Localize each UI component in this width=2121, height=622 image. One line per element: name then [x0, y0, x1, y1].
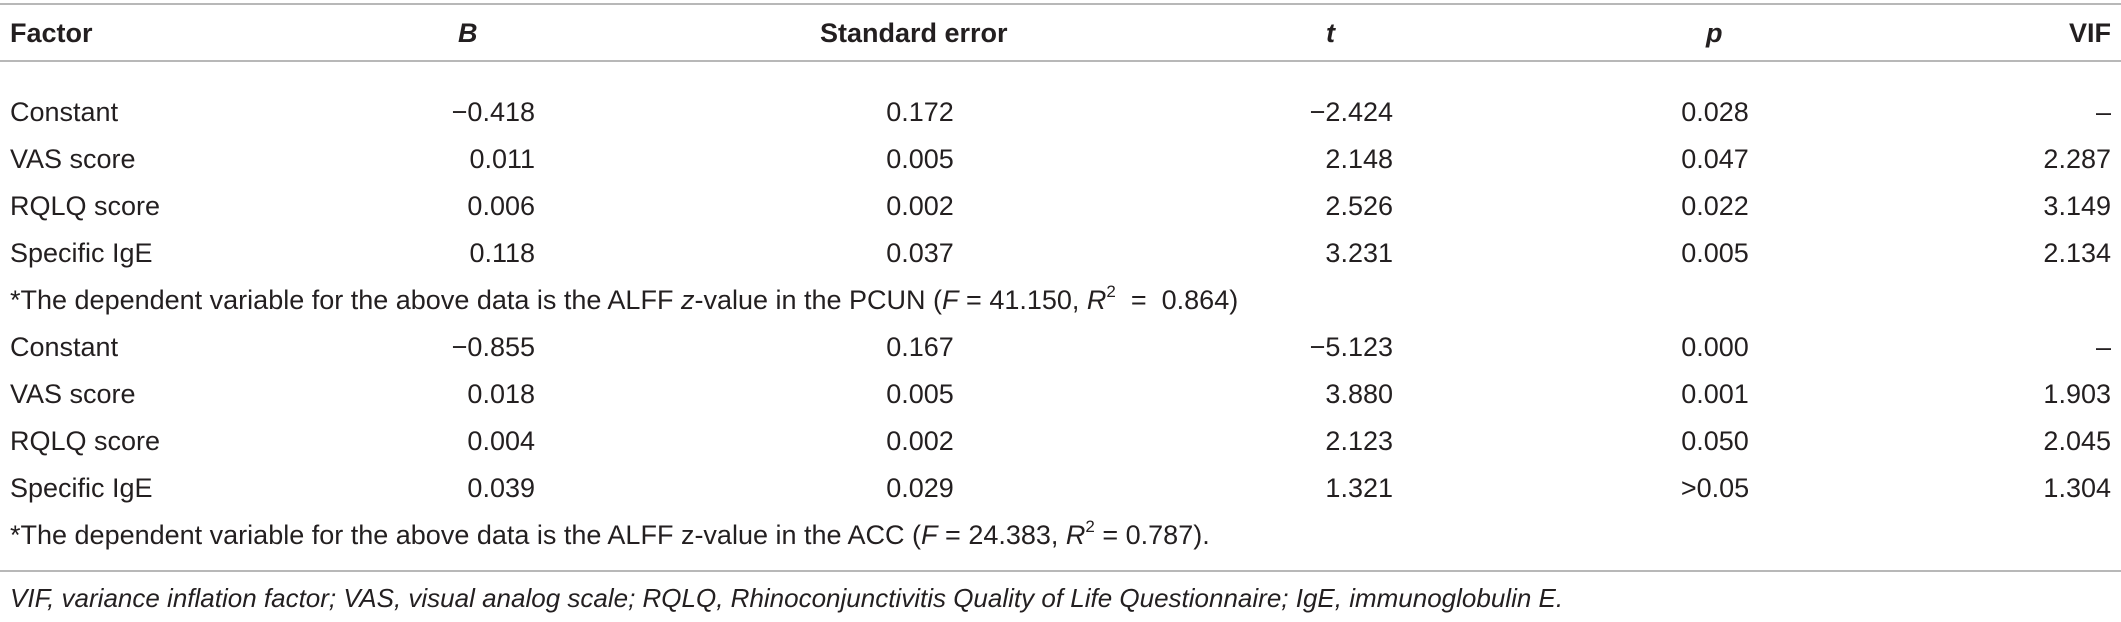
header-b: B: [458, 18, 478, 48]
header-p: p: [1706, 18, 1723, 48]
cell-b: 0.018: [467, 379, 535, 409]
cell-standard-error: 0.002: [886, 191, 954, 221]
cell-factor: Constant: [10, 97, 119, 127]
cell-factor: VAS score: [10, 144, 136, 174]
cell-b: 0.011: [469, 144, 535, 174]
cell-b: 0.006: [467, 191, 535, 221]
table-footnote: VIF, variance inflation factor; VAS, vis…: [10, 583, 1564, 613]
cell-b: 0.118: [469, 238, 535, 268]
top-rule: [0, 3, 2121, 5]
note-1-mid: -value in the PCUN (: [694, 285, 943, 315]
note-1-f-label: F: [942, 285, 959, 315]
note-1-z: z: [680, 285, 695, 315]
note-2-r-label: R: [1065, 520, 1086, 550]
note-2-r-sup: 2: [1085, 517, 1095, 536]
note-2-r-value: = 0.787).: [1094, 520, 1210, 550]
cell-standard-error: 0.005: [886, 144, 954, 174]
cell-t: −2.424: [1309, 97, 1393, 127]
cell-vif: 2.045: [2043, 426, 2111, 456]
table-note-1: *The dependent variable for the above da…: [10, 282, 1239, 315]
cell-t: 2.148: [1325, 144, 1393, 174]
cell-p: 0.000: [1681, 332, 1749, 362]
cell-factor: Specific IgE: [10, 238, 153, 268]
cell-p: 0.047: [1681, 144, 1749, 174]
cell-factor: Constant: [10, 332, 119, 362]
cell-b: 0.039: [467, 473, 535, 503]
note-1-prefix: *The dependent variable for the above da…: [10, 285, 681, 315]
cell-p: 0.001: [1681, 379, 1749, 409]
cell-p: 0.028: [1681, 97, 1749, 127]
cell-p: 0.005: [1681, 238, 1749, 268]
cell-factor: RQLQ score: [10, 191, 161, 221]
table-note-2: *The dependent variable for the above da…: [10, 517, 1210, 550]
note-1-r-sup: 2: [1106, 282, 1116, 301]
cell-vif: –: [2095, 332, 2111, 362]
note-1-r-value: = 0.864): [1115, 285, 1239, 315]
note-1-f-value: = 41.150,: [958, 285, 1087, 315]
cell-vif: 2.134: [2043, 238, 2111, 268]
cell-b: 0.004: [467, 426, 535, 456]
cell-standard-error: 0.037: [886, 238, 954, 268]
header-factor: Factor: [10, 18, 93, 48]
cell-p: 0.022: [1681, 191, 1749, 221]
cell-b: −0.855: [451, 332, 535, 362]
cell-t: 3.880: [1325, 379, 1393, 409]
cell-standard-error: 0.002: [886, 426, 954, 456]
cell-vif: –: [2095, 97, 2111, 127]
cell-vif: 1.304: [2043, 473, 2111, 503]
note-2-f-label: F: [921, 520, 938, 550]
note-2-f-value: = 24.383,: [937, 520, 1066, 550]
cell-factor: Specific IgE: [10, 473, 153, 503]
header-t: t: [1326, 18, 1335, 48]
bottom-rule: [0, 570, 2121, 572]
cell-t: 3.231: [1325, 238, 1393, 268]
note-2-prefix: *The dependent variable for the above da…: [10, 520, 922, 550]
cell-t: 2.123: [1325, 426, 1393, 456]
cell-vif: 3.149: [2043, 191, 2111, 221]
cell-vif: 2.287: [2043, 144, 2111, 174]
cell-standard-error: 0.172: [886, 97, 954, 127]
cell-vif: 1.903: [2043, 379, 2111, 409]
header-vif: VIF: [2068, 18, 2111, 48]
cell-p: >0.05: [1680, 473, 1750, 503]
cell-factor: VAS score: [10, 379, 136, 409]
header-rule: [0, 60, 2121, 62]
cell-p: 0.050: [1681, 426, 1749, 456]
cell-b: −0.418: [451, 97, 535, 127]
cell-factor: RQLQ score: [10, 426, 161, 456]
cell-t: 2.526: [1325, 191, 1393, 221]
cell-t: 1.321: [1325, 473, 1393, 503]
note-1-r-label: R: [1086, 285, 1107, 315]
header-standard-error: Standard error: [820, 18, 1008, 48]
cell-standard-error: 0.167: [886, 332, 954, 362]
cell-standard-error: 0.005: [886, 379, 954, 409]
cell-standard-error: 0.029: [886, 473, 954, 503]
cell-t: −5.123: [1309, 332, 1393, 362]
